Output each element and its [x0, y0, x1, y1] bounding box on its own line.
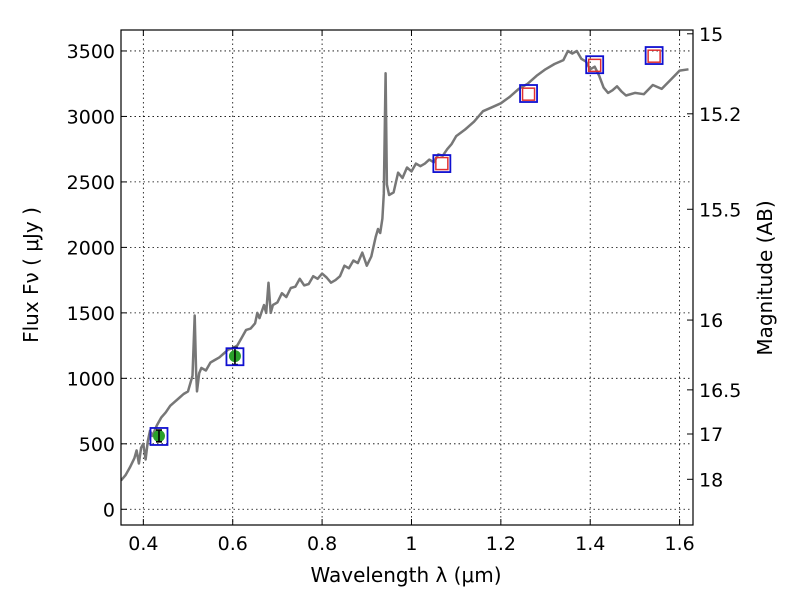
- synthetic-photometry-box: [644, 46, 664, 65]
- grid-lines: [121, 30, 693, 525]
- y-tick-label: 3500: [67, 41, 115, 63]
- x-tick-label: 1: [405, 533, 417, 555]
- photometry-points: [149, 46, 664, 446]
- y2-axis-label: Magnitude (AB): [753, 200, 777, 355]
- synthetic-photometry-box: [149, 427, 169, 446]
- model-photometry-marker: [647, 49, 661, 63]
- x-axis-label: Wavelength λ (μm): [310, 563, 501, 587]
- y2-tick-label: 17: [699, 424, 723, 446]
- x-tick-label: 0.6: [218, 533, 248, 555]
- synthetic-photometry-box: [519, 84, 538, 103]
- y-axis-label: Flux Fν ( μJy ): [19, 207, 43, 343]
- y2-tick-label: 15: [699, 24, 723, 46]
- model-photometry-marker: [587, 58, 602, 73]
- y-tick-label: 2500: [67, 172, 115, 194]
- y-tick-label: 500: [79, 434, 115, 456]
- plot-frame: [120, 29, 694, 526]
- x-tick-label: 1.6: [664, 533, 694, 555]
- synthetic-photometry-box: [432, 154, 452, 173]
- spectrum-line: [121, 49, 689, 482]
- spectrum-series: [121, 49, 689, 482]
- y-tick-label: 2000: [67, 237, 115, 259]
- x-tick-label: 1.2: [486, 533, 516, 555]
- synthetic-photometry-box: [225, 347, 245, 367]
- x-tick-label: 1.4: [575, 533, 605, 555]
- y2-tick-label: 16: [699, 310, 723, 332]
- axis-ticks: 0.4 0.6 0.8 1 1.2 1.4 1.6 0 500 1000 1500 2000 2500 3…: [67, 24, 742, 555]
- y-tick-label: 0: [103, 499, 115, 521]
- y2-tick-label: 18: [699, 469, 723, 491]
- y2-tick-label: 15.2: [699, 104, 741, 126]
- synthetic-photometry-box: [585, 55, 605, 75]
- y2-tick-label: 15.5: [699, 199, 741, 221]
- x-tick-label: 0.8: [307, 533, 337, 555]
- model-photometry-marker: [521, 87, 536, 101]
- y-tick-label: 1500: [67, 303, 115, 325]
- model-photometry-marker: [435, 156, 449, 171]
- y-tick-label: 1000: [67, 368, 115, 390]
- y-tick-label: 3000: [67, 106, 115, 128]
- y2-tick-label: 16.5: [699, 380, 741, 402]
- x-tick-label: 0.4: [128, 533, 158, 555]
